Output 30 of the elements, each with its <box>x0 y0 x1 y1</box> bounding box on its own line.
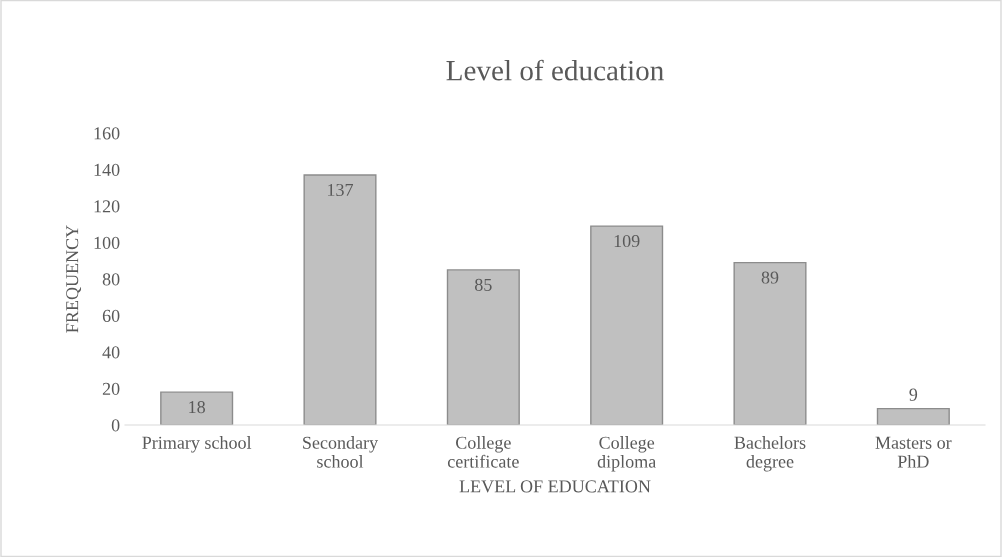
y-tick-label: 160 <box>94 127 120 140</box>
y-tick-label: 140 <box>94 163 120 176</box>
x-axis-title: LEVEL OF EDUCATION <box>459 480 651 493</box>
data-label: 137 <box>328 183 354 197</box>
bar <box>733 261 807 425</box>
y-tick-label: 80 <box>102 273 120 286</box>
y-tick-label: 100 <box>94 236 120 249</box>
chart-title: Level of education <box>446 59 664 81</box>
data-label: 109 <box>614 234 640 248</box>
x-tick-label: Primary school <box>142 436 252 453</box>
bar <box>446 269 520 425</box>
y-tick-label: 60 <box>102 309 120 322</box>
data-label: 85 <box>474 278 492 291</box>
x-tick-label: Secondary school <box>303 436 379 468</box>
data-label: 89 <box>761 271 779 284</box>
bar <box>303 174 377 425</box>
data-label: 18 <box>189 401 206 414</box>
data-label: 9 <box>909 388 918 401</box>
bar <box>590 225 664 425</box>
y-tick-label: 40 <box>102 346 120 359</box>
y-tick-label: 20 <box>102 382 120 395</box>
y-tick-label: 0 <box>111 419 120 432</box>
bar <box>876 407 950 425</box>
x-tick-label: College certificate <box>447 436 519 468</box>
bar <box>160 391 234 425</box>
y-tick-label: 120 <box>94 200 120 213</box>
x-tick-label: Masters or PhD <box>875 436 952 468</box>
x-tick-label: Bachelors degree <box>734 436 806 472</box>
y-axis-title: FREQUENCY <box>66 225 82 333</box>
x-tick-label: College diploma <box>597 436 657 472</box>
